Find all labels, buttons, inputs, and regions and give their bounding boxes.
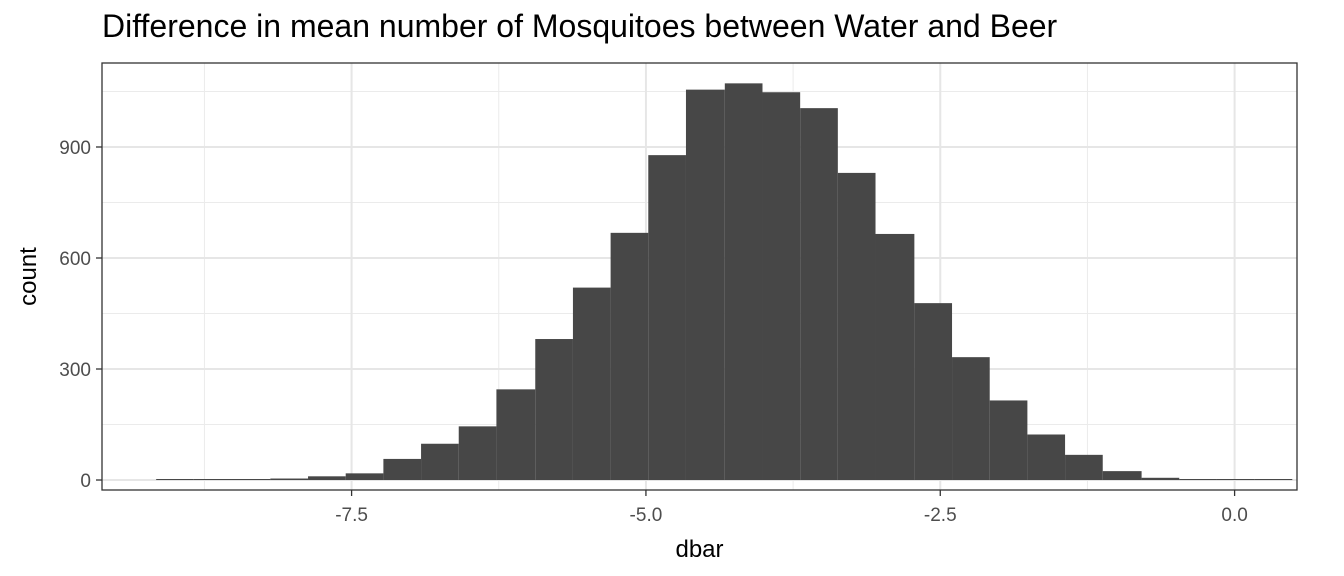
histogram-bar xyxy=(194,479,232,480)
histogram-bar xyxy=(270,479,308,480)
y-tick-label: 600 xyxy=(59,249,91,270)
histogram-bar xyxy=(1065,455,1103,480)
y-axis: 0 300 600 900 xyxy=(59,138,102,492)
histogram-bar xyxy=(762,92,800,480)
histogram-bar xyxy=(1103,471,1142,480)
x-axis: -7.5 -5.0 -2.5 0.0 xyxy=(335,490,1248,526)
y-tick-label: 0 xyxy=(80,471,91,492)
histogram-bar xyxy=(421,444,459,480)
histogram-bar xyxy=(496,389,535,480)
y-tick-label: 900 xyxy=(59,138,91,159)
x-tick-label: -7.5 xyxy=(335,505,368,526)
histogram-bar xyxy=(838,173,876,480)
histogram-bar xyxy=(952,357,990,480)
histogram-bar xyxy=(686,90,725,480)
histogram-bar xyxy=(800,108,838,480)
histogram-bar xyxy=(914,303,952,480)
histogram-bar xyxy=(383,459,421,480)
histogram-bar xyxy=(1142,478,1180,480)
histogram-bar xyxy=(156,479,194,480)
histogram-bar xyxy=(1027,434,1065,480)
histogram-bar xyxy=(648,155,686,480)
histogram-bar xyxy=(346,473,384,480)
x-tick-label: -2.5 xyxy=(924,505,957,526)
histogram-bar xyxy=(990,400,1028,480)
histogram-bar xyxy=(611,233,649,480)
histogram-bar xyxy=(573,288,611,480)
histogram-bar xyxy=(1255,479,1293,480)
histogram-bar xyxy=(1217,479,1255,480)
histogram-bar xyxy=(876,234,915,480)
y-tick-label: 300 xyxy=(59,360,91,381)
histogram-bar xyxy=(232,479,271,480)
histogram-bar xyxy=(535,339,573,480)
x-tick-label: -5.0 xyxy=(630,505,663,526)
histogram-bar xyxy=(459,426,497,480)
x-tick-label: 0.0 xyxy=(1221,505,1247,526)
histogram-bar xyxy=(725,83,763,480)
x-axis-title: dbar xyxy=(675,536,723,563)
histogram-bar xyxy=(308,476,346,480)
y-axis-title: count xyxy=(15,247,42,306)
histogram-bar xyxy=(1179,479,1217,480)
